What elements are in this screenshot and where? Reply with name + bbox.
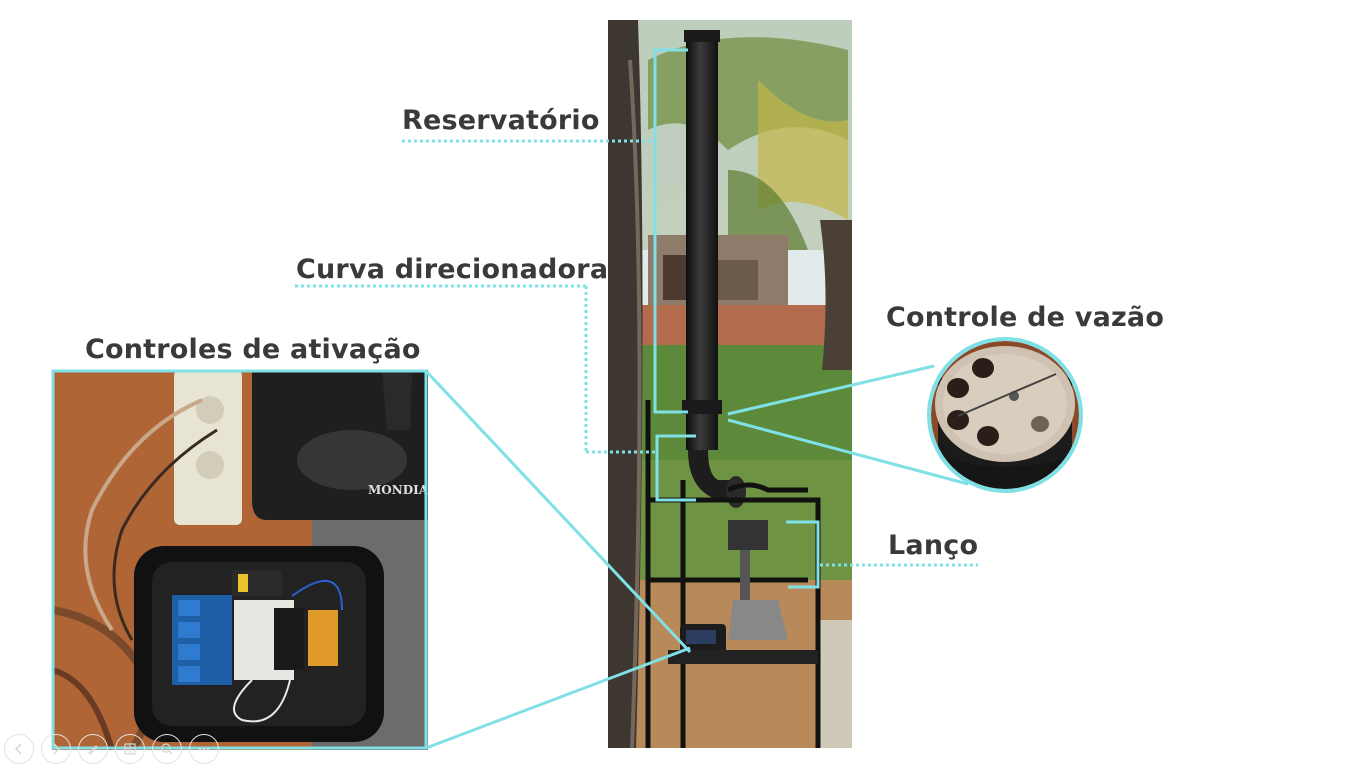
previous-icon [14, 743, 22, 755]
label-curve: Curva direcionadora [296, 254, 609, 285]
zoom-button[interactable] [152, 734, 182, 764]
next-icon [53, 743, 61, 755]
label-boom: Lanço [888, 530, 979, 561]
slides-icon [124, 743, 136, 755]
label-activation: Controles de ativação [85, 334, 421, 365]
slides-button[interactable] [115, 734, 145, 764]
label-flow-control: Controle de vazão [886, 302, 1165, 333]
zoom-icon [161, 743, 173, 755]
main-photo [608, 20, 852, 748]
more-button[interactable] [189, 734, 219, 764]
slideshow-toolbar [4, 734, 219, 764]
flow-control-photo [931, 341, 1079, 489]
pen-button[interactable] [78, 734, 108, 764]
label-reservoir: Reservatório [402, 105, 600, 136]
next-button[interactable] [41, 734, 71, 764]
pen-icon [88, 745, 98, 755]
activation-controls-photo: MONDIAL [52, 370, 428, 750]
previous-button[interactable] [4, 734, 34, 764]
mondial-brand-text: MONDIAL [368, 483, 428, 497]
more-icon [198, 747, 210, 751]
